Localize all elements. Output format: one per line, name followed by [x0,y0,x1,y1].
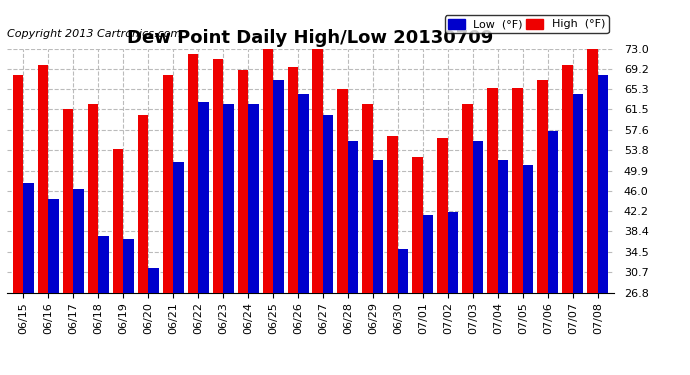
Bar [123,238,134,375]
Bar [562,64,573,375]
Legend: Low  (°F), High  (°F): Low (°F), High (°F) [444,15,609,33]
Bar [448,212,458,375]
Bar [273,80,284,375]
Bar [573,94,583,375]
Bar [137,115,148,375]
Bar [198,102,208,375]
Bar [337,89,348,375]
Bar [223,104,233,375]
Bar [248,104,259,375]
Bar [373,159,384,375]
Bar [323,115,333,375]
Bar [38,64,48,375]
Bar [598,75,609,375]
Bar [538,80,548,375]
Bar [498,159,509,375]
Bar [587,49,598,375]
Bar [73,189,83,375]
Bar [23,183,34,375]
Bar [148,268,159,375]
Bar [473,141,484,375]
Bar [12,75,23,375]
Bar [423,215,433,375]
Bar [112,149,123,375]
Bar [288,67,298,375]
Bar [63,110,73,375]
Bar [362,104,373,375]
Bar [213,59,223,375]
Bar [437,138,448,375]
Bar [262,49,273,375]
Bar [548,130,558,375]
Text: Copyright 2013 Cartronics.com: Copyright 2013 Cartronics.com [7,29,181,39]
Bar [98,236,108,375]
Bar [313,49,323,375]
Bar [188,54,198,375]
Bar [298,94,308,375]
Bar [523,165,533,375]
Title: Dew Point Daily High/Low 20130709: Dew Point Daily High/Low 20130709 [128,29,493,47]
Bar [398,249,408,375]
Bar [237,70,248,375]
Bar [163,75,173,375]
Bar [348,141,359,375]
Bar [487,88,498,375]
Bar [173,162,184,375]
Bar [48,199,59,375]
Bar [413,157,423,375]
Bar [388,136,398,375]
Bar [88,104,98,375]
Bar [513,88,523,375]
Bar [462,104,473,375]
